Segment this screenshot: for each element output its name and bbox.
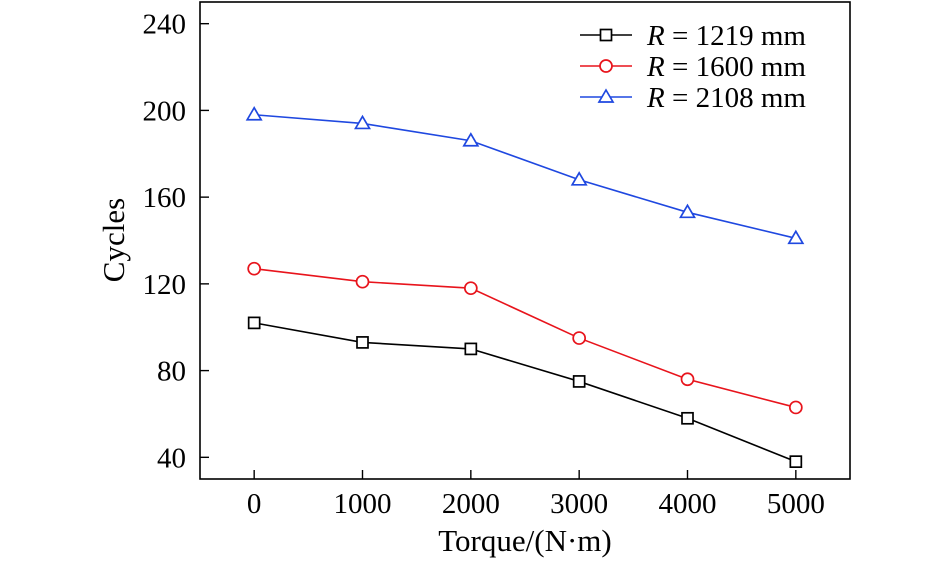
data-point <box>247 261 262 276</box>
legend-var: R <box>646 20 665 52</box>
y-tick-label: 40 <box>157 442 186 474</box>
plot-frame <box>199 1 851 480</box>
data-point <box>354 114 371 130</box>
data-point <box>789 455 803 469</box>
x-tick-label: 4000 <box>659 488 717 520</box>
y-tick-label: 80 <box>157 356 186 388</box>
y-tick-label: 240 <box>143 9 187 41</box>
x-tick-label: 5000 <box>767 488 825 520</box>
data-point <box>356 336 369 349</box>
data-point <box>572 375 586 388</box>
y-axis-title: Cycles <box>96 198 131 282</box>
data-point <box>462 132 480 147</box>
data-point <box>355 274 370 289</box>
data-point <box>463 281 478 296</box>
series-1 <box>247 316 803 469</box>
legend-label: R = 2108 mm <box>646 82 806 114</box>
y-tick-label: 120 <box>143 269 187 301</box>
x-tick-label: 0 <box>247 488 262 520</box>
y-tick-label: 200 <box>143 95 187 127</box>
legend-var: R <box>646 82 665 114</box>
legend-value: = 1219 mm <box>665 20 807 52</box>
data-point <box>464 342 478 356</box>
legend-marker <box>599 28 613 42</box>
legend-label: R = 1600 mm <box>646 51 806 83</box>
legend-var: R <box>646 51 665 83</box>
data-point <box>788 400 803 415</box>
series-line <box>254 267 797 409</box>
data-point <box>680 372 695 387</box>
legend-value: = 1600 mm <box>665 51 807 83</box>
x-tick-label: 1000 <box>334 488 392 520</box>
data-point <box>570 171 588 186</box>
x-axis-title: Torque/(N·m) <box>438 523 611 558</box>
data-point <box>679 203 696 219</box>
data-point <box>787 229 805 245</box>
legend-marker <box>597 88 615 103</box>
legend-marker <box>599 59 613 73</box>
legend-value: = 2108 mm <box>665 82 807 114</box>
series-2 <box>247 261 803 415</box>
data-point <box>681 411 694 425</box>
legend-item: R = 1600 mm <box>580 51 806 83</box>
x-tick-label: 2000 <box>442 488 500 520</box>
legend-item: R = 2108 mm <box>580 82 806 114</box>
legend-label: R = 1219 mm <box>646 20 806 52</box>
data-point <box>247 316 261 330</box>
data-point <box>572 331 587 345</box>
series-line <box>254 322 797 463</box>
series-line <box>254 113 797 240</box>
series-3 <box>245 106 805 245</box>
y-tick-label: 160 <box>143 182 187 214</box>
legend-item: R = 1219 mm <box>580 20 806 52</box>
data-point <box>245 106 263 121</box>
x-tick-label: 3000 <box>550 488 608 520</box>
